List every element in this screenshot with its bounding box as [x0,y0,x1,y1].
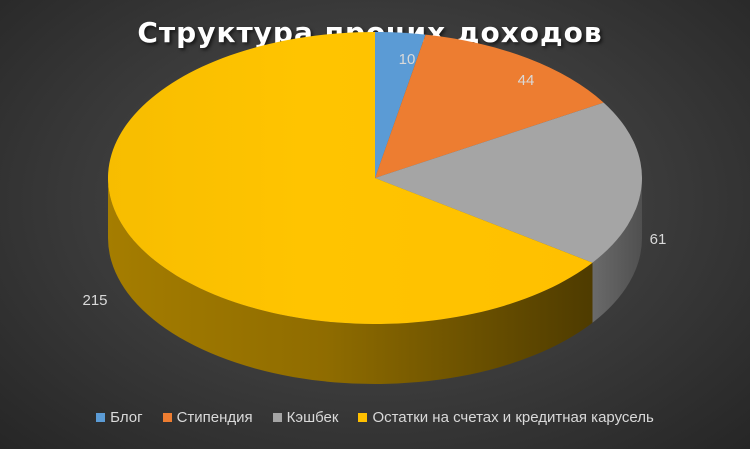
pie-slice-blog [375,32,426,178]
data-label-blog: 10 [399,51,416,68]
legend-label-stipend: Стипендия [176,409,253,426]
data-label-stipend: 44 [518,72,535,89]
pie-side-balances [107,178,593,385]
legend-label-blog: Блог [110,409,143,426]
pie-slice-cashback [375,102,643,263]
legend-swatch-cashback [272,413,282,422]
data-label-balances: 215 [82,292,107,309]
legend-item-cashback: Кэшбек [272,409,339,426]
legend-item-balances: Остатки на счетах и кредитная карусель [358,409,654,426]
legend-label-cashback: Кэшбек [286,409,339,426]
pie-slice-balances [108,31,593,324]
legend-swatch-stipend [162,413,172,422]
legend-swatch-blog [96,413,106,422]
data-label-cashback: 61 [650,231,667,248]
legend-item-stipend: Стипендия [162,409,253,426]
pie-slice-stipend [375,34,604,178]
legend-item-blog: Блог [96,409,143,426]
pie-side-cashback [592,178,642,323]
legend-swatch-balances [358,413,368,422]
legend-label-balances: Остатки на счетах и кредитная карусель [372,409,654,426]
legend: Блог Стипендия Кэшбек Остатки на счетах … [0,409,750,426]
